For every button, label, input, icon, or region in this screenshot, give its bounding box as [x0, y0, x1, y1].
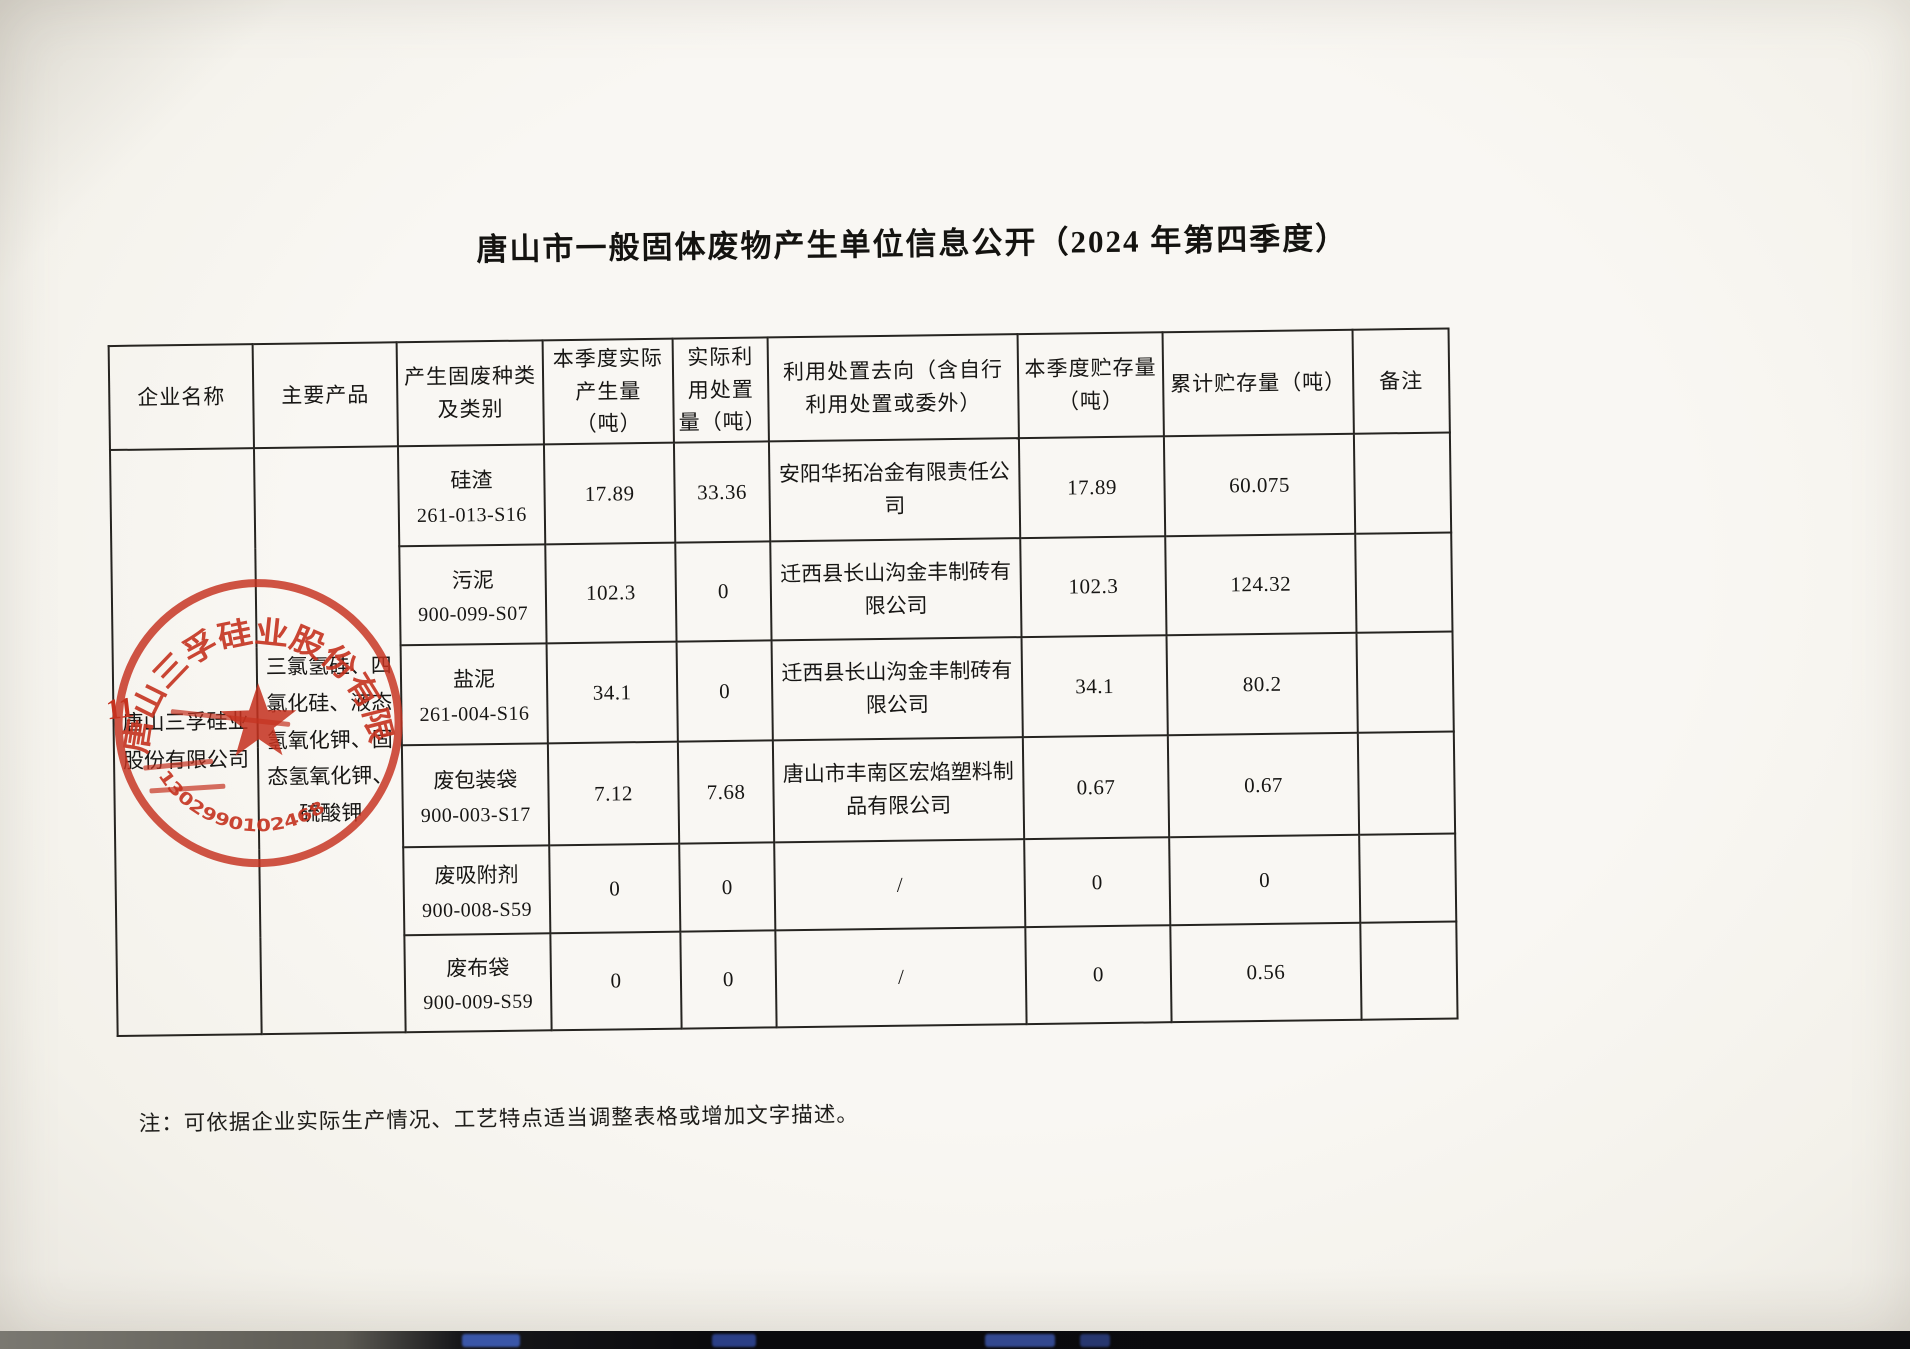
header-quarter-storage: 本季度贮存量（吨） [1017, 332, 1164, 439]
remark-cell [1359, 833, 1457, 923]
stored-cell: 34.1 [1021, 635, 1168, 738]
produced-cell: 7.12 [547, 741, 680, 846]
produced-cell: 0 [550, 931, 682, 1031]
stored-cell: 102.3 [1020, 536, 1167, 638]
cumulative-cell: 80.2 [1166, 632, 1358, 736]
scanner-edge-blot [712, 1334, 756, 1347]
disposed-cell: 33.36 [673, 441, 771, 543]
waste-type-cell: 废布袋 900-009-S59 [404, 933, 552, 1033]
waste-name: 废布袋 [446, 955, 510, 981]
waste-type-cell: 硅渣 261-013-S16 [397, 444, 546, 547]
waste-code: 900-008-S59 [421, 898, 533, 922]
disposed-cell: 0 [680, 930, 777, 1029]
waste-name: 硅渣 [450, 468, 493, 493]
header-produced-quantity: 本季度实际产生量（吨） [542, 338, 674, 445]
waste-code: 261-013-S16 [416, 503, 527, 527]
header-waste-type: 产生固废种类及类别 [396, 340, 544, 447]
scanner-edge-blot [1080, 1334, 1110, 1347]
disposed-cell: 0 [675, 541, 772, 642]
produced-cell: 102.3 [545, 542, 677, 644]
produced-cell: 0 [549, 843, 681, 934]
table-header-row: 企业名称 主要产品 产生固废种类及类别 本季度实际产生量（吨） 实际利用处置量（… [108, 328, 1450, 451]
company-seal: 唐山三孚硅业股份有限公司 1302990102468 [85, 563, 403, 868]
remark-cell [1355, 532, 1453, 633]
remark-cell [1356, 631, 1454, 733]
cumulative-cell: 0 [1169, 834, 1361, 926]
header-remarks: 备注 [1352, 328, 1450, 434]
produced-cell: 34.1 [546, 641, 678, 744]
cumulative-cell: 124.32 [1165, 533, 1357, 636]
scanner-edge-blot [985, 1334, 1055, 1347]
disposed-cell: 0 [679, 842, 776, 932]
produced-cell: 17.89 [543, 442, 676, 545]
table-row: 唐山三孚硅业股份有限公司 三氯氢硅、四氯化硅、液态氢氧化钾、固态氢氧化钾、硫酸钾… [109, 432, 1452, 1036]
waste-code: 900-009-S59 [423, 990, 534, 1015]
scanner-edge-strip [0, 1331, 1910, 1349]
scanner-edge-blot [462, 1334, 520, 1347]
header-cumulative-storage: 累计贮存量（吨） [1162, 329, 1354, 437]
disposed-cell: 7.68 [677, 740, 775, 844]
footer-note: 注：可依据企业实际生产情况、工艺特点适当调整表格或增加文字描述。 [138, 1102, 859, 1136]
stored-cell: 0 [1024, 837, 1171, 928]
cumulative-cell: 60.075 [1163, 433, 1356, 537]
remark-cell [1360, 921, 1458, 1020]
header-main-products: 主要产品 [252, 342, 398, 449]
remark-cell [1353, 432, 1452, 534]
cumulative-cell: 0.67 [1167, 732, 1360, 838]
stored-cell: 17.89 [1018, 436, 1166, 539]
remark-cell [1357, 731, 1456, 835]
cumulative-cell: 0.56 [1170, 922, 1362, 1023]
disposed-cell: 0 [676, 640, 773, 742]
destination-cell: 唐山市丰南区宏焰塑料制品有限公司 [772, 737, 1025, 843]
seal-ring [114, 579, 403, 868]
header-disposal-destination: 利用处置去向（含自行利用处置或委外） [767, 334, 1019, 442]
destination-cell: / [774, 839, 1026, 931]
handwritten-mark: 11 [104, 691, 136, 727]
svg-text:1302990102468: 1302990102468 [154, 765, 329, 838]
destination-cell: 安阳华拓冶金有限责任公司 [768, 438, 1021, 542]
seal-serial-number: 1302990102468 [154, 765, 329, 838]
header-disposed-quantity: 实际利用处置量（吨） [672, 337, 769, 443]
header-company-name: 企业名称 [108, 344, 254, 451]
destination-cell: 迁西县长山沟金丰制砖有限公司 [771, 637, 1023, 741]
destination-cell: 迁西县长山沟金丰制砖有限公司 [770, 538, 1022, 641]
destination-cell: / [775, 927, 1027, 1028]
stored-cell: 0 [1025, 925, 1172, 1025]
stored-cell: 0.67 [1022, 735, 1170, 840]
document-title: 唐山市一般固体废物产生单位信息公开（2024 年第四季度） [476, 220, 1349, 268]
